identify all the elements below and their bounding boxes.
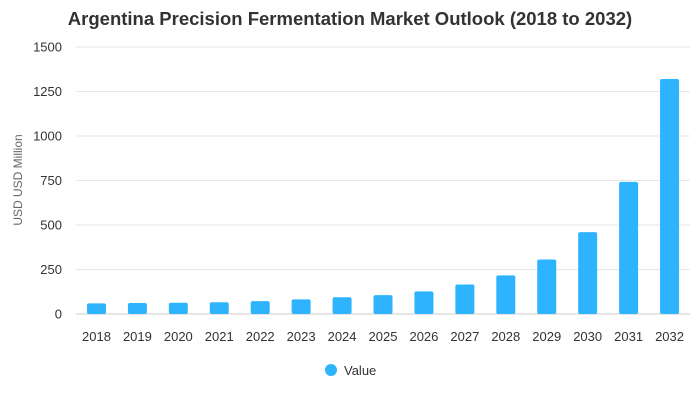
x-tick-label: 2029	[532, 329, 561, 344]
y-axis-label: USD USD Million	[11, 134, 25, 225]
legend-label-value: Value	[344, 363, 376, 378]
bar-2030[interactable]	[578, 232, 598, 314]
bar-2024[interactable]	[332, 297, 352, 314]
x-tick-label: 2026	[409, 329, 438, 344]
y-tick-label: 250	[40, 262, 62, 277]
bars	[86, 79, 680, 314]
x-tick-label: 2021	[205, 329, 234, 344]
legend[interactable]: Value	[325, 363, 376, 378]
x-tick-label: 2024	[328, 329, 357, 344]
x-tick-label: 2032	[655, 329, 684, 344]
y-tick-label: 1500	[33, 40, 62, 55]
bar-2021[interactable]	[209, 302, 229, 314]
x-axis-ticks: 2018 2019 2020 2021 2022 2023 2024 2025 2026 2027…	[82, 329, 684, 344]
y-tick-label: 1000	[33, 129, 62, 144]
x-tick-label: 2031	[614, 329, 643, 344]
y-tick-label: 1250	[33, 84, 62, 99]
x-tick-label: 2025	[369, 329, 398, 344]
x-tick-label: 2030	[573, 329, 602, 344]
bar-2026[interactable]	[414, 291, 434, 314]
bar-2022[interactable]	[250, 301, 270, 314]
bar-2020[interactable]	[168, 302, 188, 314]
bar-2029[interactable]	[537, 259, 557, 314]
gridlines	[76, 46, 690, 315]
y-tick-label: 500	[40, 218, 62, 233]
y-tick-label: 750	[40, 173, 62, 188]
y-tick-label: 0	[55, 307, 62, 322]
x-tick-label: 2019	[123, 329, 152, 344]
bar-2023[interactable]	[291, 299, 311, 314]
x-tick-label: 2028	[491, 329, 520, 344]
y-axis-ticks: 0 250 500 750 1000 1250 1500	[33, 40, 62, 322]
x-tick-label: 2018	[82, 329, 111, 344]
legend-swatch-value	[325, 364, 337, 376]
bar-2028[interactable]	[496, 275, 516, 314]
bar-2019[interactable]	[127, 302, 147, 314]
chart-title: Argentina Precision Fermentation Market …	[67, 8, 633, 29]
bar-2025[interactable]	[373, 295, 393, 314]
x-tick-label: 2022	[246, 329, 275, 344]
x-tick-label: 2023	[287, 329, 316, 344]
x-tick-label: 2020	[164, 329, 193, 344]
bar-2027[interactable]	[455, 284, 475, 314]
bar-2032[interactable]	[660, 79, 680, 314]
x-tick-label: 2027	[450, 329, 479, 344]
bar-2018[interactable]	[86, 303, 106, 314]
bar-2031[interactable]	[619, 181, 639, 314]
